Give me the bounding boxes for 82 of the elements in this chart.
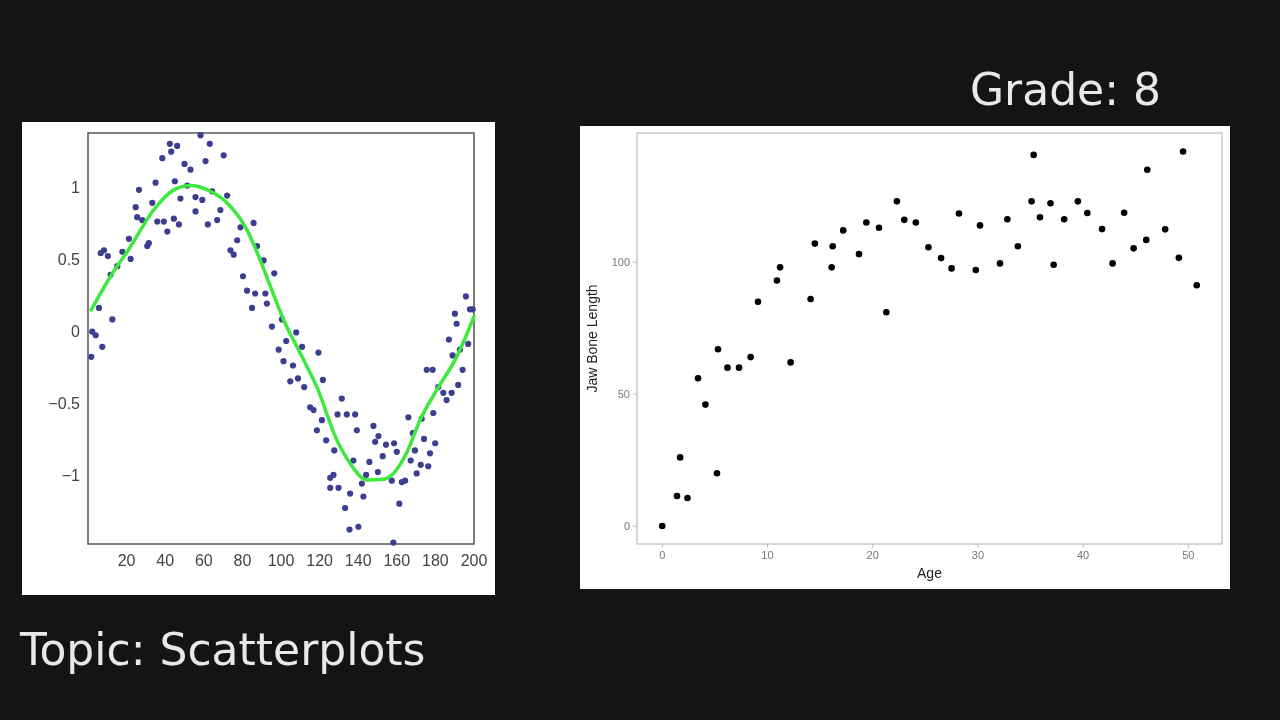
point	[676, 454, 684, 461]
x-tick-label: 160	[383, 552, 411, 569]
point	[1098, 225, 1106, 233]
y-tick-label: 0	[623, 519, 630, 532]
text: Topic: Scatterplots	[19, 624, 426, 675]
point	[684, 494, 691, 502]
point	[912, 219, 920, 226]
point	[1179, 148, 1187, 155]
y-tick-label: 0.5	[57, 250, 81, 268]
point	[807, 295, 814, 303]
point	[863, 219, 870, 226]
x-tick-label: 100	[267, 552, 295, 569]
point	[714, 345, 722, 353]
x-tick-label: 20	[866, 549, 879, 561]
point	[948, 265, 955, 272]
point	[1060, 216, 1068, 223]
point	[1047, 199, 1054, 207]
point	[1120, 209, 1128, 217]
x-tick-label: 140	[344, 552, 372, 569]
x-tick-label: 120	[306, 552, 334, 569]
x-tick-label: 40	[156, 552, 175, 569]
point	[787, 359, 794, 366]
point	[673, 492, 681, 500]
x-tick-label: 30	[971, 549, 985, 561]
y-tick-label: 1	[71, 178, 81, 196]
point	[1142, 236, 1150, 244]
point	[875, 224, 883, 232]
point	[811, 240, 819, 247]
point	[694, 374, 702, 382]
point	[702, 401, 709, 408]
x-tick-label: 60	[194, 552, 213, 569]
point	[1175, 254, 1183, 262]
y-tick-label: 100	[611, 255, 630, 268]
x-tick-label: 40	[1076, 549, 1090, 561]
point	[972, 266, 980, 274]
point	[828, 264, 835, 271]
point	[937, 254, 945, 262]
point	[1084, 209, 1091, 217]
point	[735, 364, 743, 371]
point	[1193, 282, 1201, 289]
point	[1050, 261, 1057, 269]
point	[1036, 213, 1044, 221]
text: Grade: 8	[970, 64, 1161, 115]
x-tick-label: 20	[117, 552, 136, 569]
point	[855, 250, 863, 258]
y-tick-label: 0	[71, 322, 81, 340]
point	[925, 244, 932, 251]
point	[1109, 260, 1116, 267]
x-tick-label: 200	[460, 552, 488, 569]
point	[829, 242, 836, 250]
point	[955, 210, 963, 217]
x-tick-label: 0	[659, 549, 666, 561]
point	[773, 277, 781, 284]
x-tick-label: 80	[233, 552, 252, 569]
point	[747, 353, 754, 361]
point	[776, 264, 784, 271]
point	[900, 216, 908, 224]
x-tick-label: 180	[422, 552, 449, 569]
point	[658, 522, 666, 530]
y-axis-title: Jaw Bone Length	[584, 284, 600, 393]
point	[1030, 151, 1037, 159]
point	[1130, 245, 1137, 252]
point	[1074, 198, 1082, 205]
point	[1144, 166, 1151, 173]
point	[1014, 242, 1022, 250]
point	[1004, 216, 1011, 223]
point	[893, 198, 901, 205]
x-axis-title: Age	[917, 565, 943, 581]
point	[996, 260, 1004, 267]
point	[839, 227, 847, 234]
point	[713, 469, 721, 477]
point	[754, 298, 762, 305]
y-tick-label: −1	[61, 466, 81, 484]
y-tick-label: −0.5	[48, 394, 81, 412]
point	[1161, 226, 1169, 233]
point	[976, 222, 984, 229]
point	[724, 364, 731, 371]
y-tick-label: 50	[617, 387, 630, 400]
point	[883, 308, 890, 316]
x-tick-label: 50	[1182, 549, 1195, 561]
point	[1028, 198, 1035, 205]
x-tick-label: 10	[761, 549, 774, 561]
